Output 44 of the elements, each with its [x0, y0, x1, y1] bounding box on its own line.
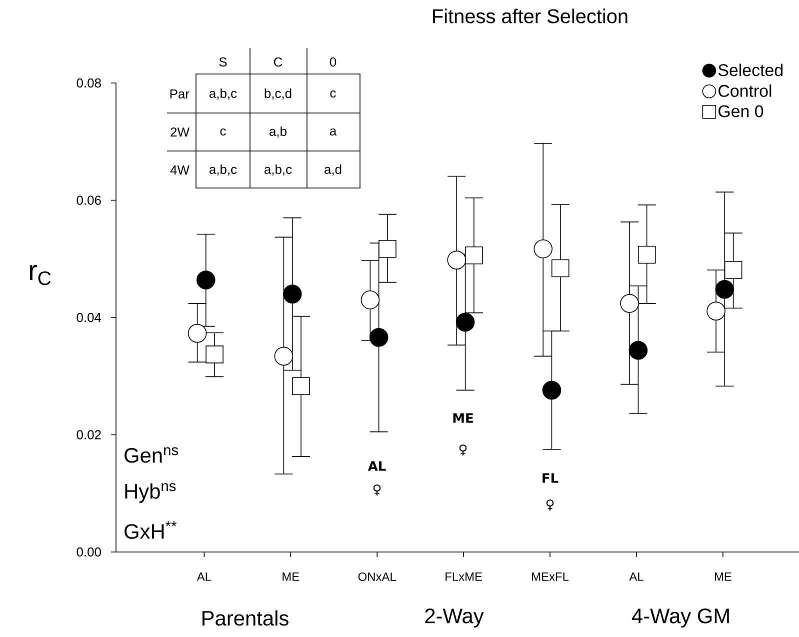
x-tick-label: ME — [282, 572, 300, 581]
annotation: a,b — [270, 126, 286, 138]
annotation: ♀ — [459, 444, 467, 456]
text: C — [274, 57, 282, 67]
x-tick-label: MExFL — [532, 572, 569, 581]
text: S — [219, 57, 227, 67]
legend-label: Selected — [718, 64, 782, 76]
annotation: 2W — [170, 127, 190, 137]
x-tick-label: ONxAL — [358, 572, 396, 581]
text: 0 — [330, 57, 336, 67]
y-tick-label: 0.00 — [76, 547, 101, 557]
annotation: ME — [453, 413, 473, 423]
text: 4-Way GM — [632, 608, 729, 628]
text: 2-Way — [425, 608, 484, 628]
annotation: a,b,c — [210, 88, 237, 100]
y-tick-label: 0.02 — [76, 430, 101, 440]
annotation: a,b,c — [210, 164, 237, 176]
annotation: ♀ — [546, 499, 554, 511]
annotation: c — [220, 128, 226, 136]
annotation: 4W — [170, 166, 190, 174]
annotation: AL — [368, 461, 386, 471]
text: Parentals — [202, 610, 288, 626]
annotation: a,d — [324, 164, 342, 176]
chart-title: Fitness after Selection — [433, 8, 628, 24]
annotation: a,b,c — [264, 164, 292, 176]
y-tick-label: 0.04 — [76, 312, 102, 322]
annotation: Par — [170, 89, 190, 99]
x-tick-label: AL — [196, 572, 212, 581]
annotation: c — [330, 90, 336, 98]
annotation: GxH$^{**}$ — [124, 521, 177, 539]
y-axis-title: r$_{C}$ — [30, 264, 51, 286]
legend-label: Control — [718, 84, 772, 97]
x-tick-label: AL — [629, 572, 644, 581]
annotation: FL — [542, 473, 558, 483]
annotation: Gen$^{ns}$ — [124, 447, 178, 463]
x-tick-label: FLxME — [446, 572, 482, 581]
legend-label: Gen 0 — [718, 105, 764, 118]
annotation: ♀ — [373, 484, 381, 496]
y-tick-label: 0.08 — [76, 78, 101, 88]
annotation: a — [330, 128, 337, 136]
y-tick-label: 0.06 — [76, 196, 101, 205]
annotation: Hyb$^{ns}$ — [125, 483, 176, 503]
x-tick-label: ME — [714, 572, 732, 581]
annotation: b,c,d — [264, 88, 292, 100]
